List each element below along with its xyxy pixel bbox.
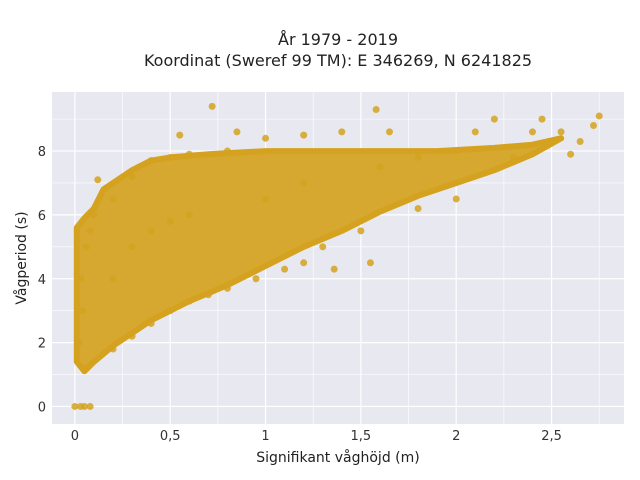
scatter-point	[166, 153, 174, 161]
scatter-point	[262, 134, 270, 142]
scatter-point	[281, 265, 289, 273]
scatter-point	[252, 275, 260, 283]
scatter-point	[538, 115, 546, 123]
y-axis-ticks: 0 2 4 6 8	[38, 145, 46, 415]
scatter-point	[109, 195, 117, 203]
scatter-point	[208, 102, 216, 110]
scatter-point	[223, 147, 231, 155]
scatter-point	[90, 211, 98, 219]
chart-title-line1: År 1979 - 2019	[278, 30, 398, 49]
scatter-point	[80, 402, 88, 410]
x-tick-label: 0	[71, 429, 79, 444]
y-tick-label: 2	[38, 337, 46, 352]
y-axis-title: Vågperiod (s)	[13, 211, 30, 304]
scatter-point	[147, 157, 155, 165]
scatter-point	[366, 259, 374, 267]
scatter-point	[128, 243, 136, 251]
scatter-point	[94, 176, 102, 184]
scatter-point	[79, 307, 87, 315]
x-tick-label: 2	[452, 429, 460, 444]
scatter-point	[567, 150, 575, 158]
scatter-point	[300, 259, 308, 267]
scatter-point	[576, 137, 584, 145]
scatter-point	[185, 211, 193, 219]
scatter-point	[385, 128, 393, 136]
scatter-point	[376, 163, 384, 171]
scatter-point	[86, 402, 94, 410]
scatter-point	[204, 291, 212, 299]
scatter-point	[300, 179, 308, 187]
scatter-point	[338, 128, 346, 136]
scatter-point	[166, 307, 174, 315]
scatter-point	[471, 128, 479, 136]
scatter-point	[319, 243, 327, 251]
scatter-point	[185, 297, 193, 305]
scatter-point	[223, 284, 231, 292]
x-tick-label: 1,5	[351, 429, 372, 444]
scatter-point	[414, 205, 422, 213]
scatter-point	[77, 275, 85, 283]
x-axis-title: Signifikant våghöjd (m)	[256, 449, 419, 466]
scatter-point	[128, 332, 136, 340]
scatter-point	[452, 195, 460, 203]
scatter-point	[595, 112, 603, 120]
scatter-point	[71, 402, 79, 410]
x-tick-label: 0,5	[160, 429, 181, 444]
density-cloud	[73, 135, 565, 375]
scatter-point	[414, 153, 422, 161]
scatter-point	[109, 345, 117, 353]
scatter-point-cloud	[73, 135, 565, 375]
chart-title-line2: Koordinat (Sweref 99 TM): E 346269, N 62…	[144, 51, 532, 70]
scatter-point	[86, 227, 94, 235]
scatter-point	[128, 173, 136, 181]
scatter-point	[80, 364, 88, 372]
y-tick-label: 6	[38, 209, 46, 224]
scatter-point	[147, 227, 155, 235]
scatter-point	[490, 115, 498, 123]
scatter-point	[147, 319, 155, 327]
y-tick-label: 8	[38, 145, 46, 160]
scatter-point	[300, 131, 308, 139]
scatter-point	[185, 150, 193, 158]
scatter-point	[357, 227, 365, 235]
x-tick-label: 1	[261, 429, 269, 444]
scatter-point	[452, 147, 460, 155]
y-tick-label: 0	[38, 400, 46, 415]
scatter-point	[166, 217, 174, 225]
scatter-point	[176, 131, 184, 139]
scatter-point	[233, 128, 241, 136]
scatter-point	[509, 153, 517, 161]
scatter-points	[71, 102, 603, 410]
scatter-point	[82, 243, 90, 251]
x-axis-ticks: 0 0,5 1 1,5 2 2,5	[71, 429, 562, 444]
scatter-point	[589, 122, 597, 130]
x-tick-label: 2,5	[541, 429, 562, 444]
scatter-point	[330, 265, 338, 273]
scatter-point	[528, 128, 536, 136]
y-tick-label: 4	[38, 273, 46, 288]
scatter-point	[109, 275, 117, 283]
scatter-point	[262, 195, 270, 203]
scatter-point	[75, 339, 83, 347]
scatter-point	[557, 128, 565, 136]
scatter-point	[372, 106, 380, 114]
